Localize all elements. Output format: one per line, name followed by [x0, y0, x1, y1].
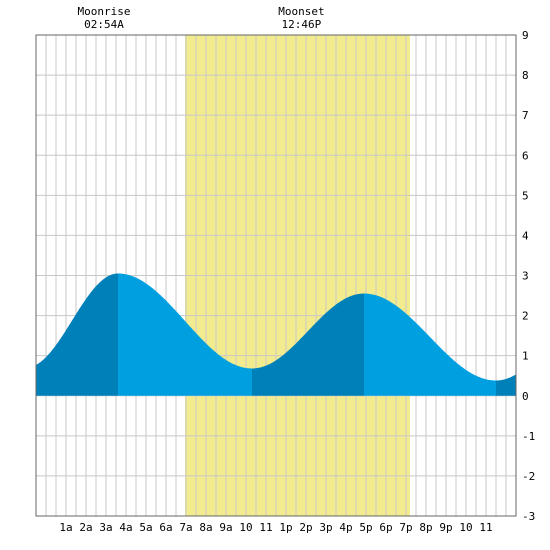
x-tick-label: 8a	[199, 521, 212, 534]
tide-area-rising	[252, 293, 364, 396]
x-tick-label: 10	[239, 521, 252, 534]
x-tick-label: 6p	[379, 521, 392, 534]
tide-area-falling	[364, 293, 496, 396]
x-tick-label: 5p	[359, 521, 372, 534]
y-tick-label: 5	[522, 189, 529, 202]
x-tick-label: 4a	[119, 521, 132, 534]
x-tick-label: 8p	[419, 521, 432, 534]
y-tick-label: 8	[522, 69, 529, 82]
moonset-time: 12:46P	[282, 18, 322, 31]
y-tick-label: 6	[522, 149, 529, 162]
y-tick-label: 7	[522, 109, 529, 122]
tide-area-rising	[496, 374, 516, 396]
y-tick-label: -2	[522, 470, 535, 483]
x-tick-label: 1p	[279, 521, 292, 534]
tide-area-rising	[36, 273, 118, 396]
y-tick-label: 3	[522, 270, 529, 283]
y-tick-label: -3	[522, 510, 535, 523]
x-tick-label: 7a	[179, 521, 192, 534]
x-tick-label: 2a	[79, 521, 92, 534]
x-tick-label: 2p	[299, 521, 312, 534]
x-tick-label: 5a	[139, 521, 152, 534]
tide-area-falling	[118, 273, 252, 396]
moonrise-label: Moonrise	[78, 5, 131, 18]
x-tick-label: 6a	[159, 521, 172, 534]
y-tick-label: -1	[522, 430, 535, 443]
x-tick-label: 9a	[219, 521, 232, 534]
y-tick-label: 9	[522, 29, 529, 42]
y-tick-label: 2	[522, 310, 529, 323]
y-tick-label: 4	[522, 229, 529, 242]
moonset-label: Moonset	[278, 5, 324, 18]
x-tick-label: 9p	[439, 521, 452, 534]
x-tick-label: 10	[459, 521, 472, 534]
y-tick-label: 0	[522, 390, 529, 403]
plot-frame	[35, 34, 517, 517]
x-tick-label: 7p	[399, 521, 412, 534]
x-tick-label: 11	[479, 521, 492, 534]
y-tick-label: 1	[522, 350, 529, 363]
x-tick-label: 1a	[59, 521, 72, 534]
x-tick-label: 3p	[319, 521, 332, 534]
x-tick-label: 3a	[99, 521, 112, 534]
x-tick-label: 11	[259, 521, 272, 534]
x-tick-label: 4p	[339, 521, 352, 534]
moonrise-time: 02:54A	[84, 18, 124, 31]
